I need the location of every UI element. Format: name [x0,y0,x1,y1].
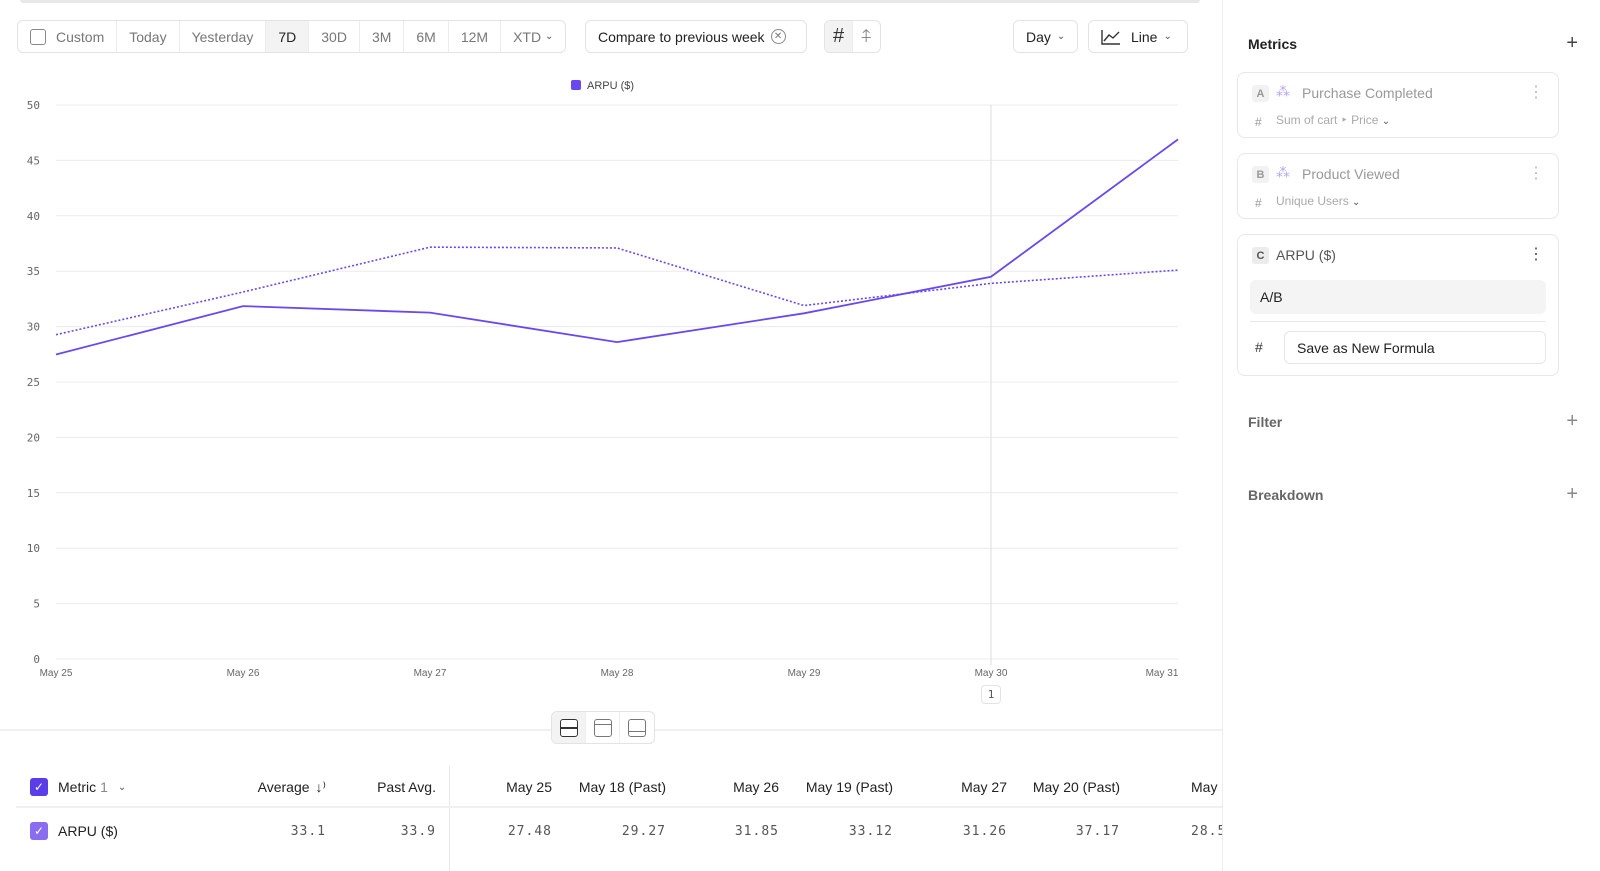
scroll-shadow [20,0,1200,3]
x-tick-label: May 31 [1146,668,1179,679]
formula-input[interactable]: A/B [1250,280,1546,314]
range-30d[interactable]: 30D [309,21,360,52]
metric-card-c[interactable]: C ARPU ($) ⋮ A/B # Save as New Formula [1237,234,1559,376]
layout-toggle [551,711,655,744]
range-today[interactable]: Today [117,21,180,52]
column-separator [449,766,450,871]
event-click-icon: ⁂ [1276,83,1290,99]
hash-icon: # [1255,196,1262,210]
hash-icon: # [1255,339,1263,355]
range-12m[interactable]: 12M [449,21,502,52]
chart-options-group: # ⍏ [824,20,881,53]
y-tick-label: 20 [27,431,40,444]
event-click-icon: ⁂ [1276,164,1290,180]
more-icon[interactable]: ⋮ [1528,165,1544,182]
sort-desc-icon[interactable]: ↓⁾ [315,778,326,795]
header-col[interactable]: May 27 [961,779,1007,795]
header-col[interactable]: May 25 [506,779,552,795]
header-average[interactable]: Average ↓⁾ [257,778,326,796]
legend-swatch [571,80,581,90]
range-custom[interactable]: Custom [18,21,118,52]
line-chart: 0 5 10 15 20 25 30 35 40 45 50 May 25 May 26 May 27 Ma… [27,80,1179,679]
hash-icon[interactable]: # [825,21,854,52]
y-tick-label: 5 [33,598,40,611]
metric-header[interactable]: ✓ Metric 1 ⌄ [30,766,126,808]
y-tick-label: 45 [27,154,40,167]
add-metric-icon[interactable]: + [1566,32,1578,54]
page-badge[interactable]: 1 [981,685,1001,704]
hash-icon: # [1255,115,1262,129]
row-checkbox[interactable]: ✓ [30,822,48,840]
breakdown-title: Breakdown [1248,487,1324,503]
header-col[interactable]: May 19 (Past) [805,779,893,795]
filter-title: Filter [1248,414,1283,430]
range-xtd[interactable]: XTD ⌄ [513,28,554,45]
table-header: ✓ Metric 1 ⌄ Average ↓⁾ Past Avg. May 25 M… [16,766,1222,808]
x-tick-label: May 27 [414,668,447,679]
chevron-down-icon: ⌄ [1352,197,1361,208]
calendar-icon [30,28,46,45]
split-view-icon[interactable] [552,712,586,743]
chevron-down-icon: ⌄ [117,781,127,793]
chart-only-view-icon[interactable] [586,712,620,743]
header-past-avg[interactable]: Past Avg. [377,779,436,795]
more-icon[interactable]: ⋮ [1528,84,1544,101]
aggregation-select[interactable]: Unique Users ⌄ [1276,194,1361,208]
sidebar: Metrics + A ⁂ Purchase Completed ⋮ # Sum… [1222,0,1600,871]
chevron-down-icon: ⌄ [1056,31,1066,42]
y-tick-label: 0 [33,653,40,666]
x-tick-label: May 26 [227,668,260,679]
header-col[interactable]: May 28 [1191,779,1222,795]
aggregation-select[interactable]: Sum of cart ‣ Price ⌄ [1276,113,1391,127]
x-tick-label: May 25 [40,668,73,679]
select-all-checkbox[interactable]: ✓ [30,778,48,796]
add-breakdown-icon[interactable]: + [1566,483,1578,505]
header-col[interactable]: May 20 (Past) [1032,779,1120,795]
y-tick-label: 30 [27,321,40,334]
metrics-title: Metrics [1248,36,1298,52]
range-6m[interactable]: 6M [404,21,449,52]
x-tick-label: May 29 [788,668,821,679]
add-filter-icon[interactable]: + [1566,410,1578,432]
chart-type-select[interactable]: Line ⌄ [1088,20,1188,53]
range-3m[interactable]: 3M [360,21,405,52]
table-only-view-icon[interactable] [620,712,654,743]
table-row: ✓ ARPU ($) 33.1 33.9 27.48 29.27 31.85 33… [16,810,1222,852]
range-yesterday[interactable]: Yesterday [180,21,267,52]
y-tick-label: 35 [27,265,40,278]
granularity-select[interactable]: Day ⌄ [1013,20,1079,53]
anomaly-icon[interactable]: ⍏ [861,26,872,46]
y-tick-label: 40 [27,210,40,223]
data-table: ✓ Metric 1 ⌄ Average ↓⁾ Past Avg. May 25 M… [16,766,1222,871]
legend-label: ARPU ($) [587,80,634,92]
x-tick-label: May 30 [975,668,1008,679]
chevron-down-icon: ⌄ [1381,116,1391,127]
metric-card-b[interactable]: B ⁂ Product Viewed ⋮ # Unique Users ⌄ [1237,153,1559,219]
more-icon[interactable]: ⋮ [1528,246,1544,263]
chevron-down-icon: ⌄ [544,31,554,42]
series-line [55,138,1179,356]
compare-button[interactable]: Compare to previous week ✕ [585,20,807,53]
y-tick-label: 25 [27,376,40,389]
y-tick-label: 15 [27,487,40,500]
header-col[interactable]: May 18 (Past) [578,779,666,795]
x-tick-label: May 28 [601,668,634,679]
comparison-series-line [55,246,1179,336]
range-7d[interactable]: 7D [266,21,310,52]
metric-card-a[interactable]: A ⁂ Purchase Completed ⋮ # Sum of cart ‣… [1237,72,1559,138]
save-formula-button[interactable]: Save as New Formula [1284,331,1546,364]
line-chart-icon [1101,29,1120,45]
divider [1250,321,1546,322]
y-tick-label: 50 [27,99,40,112]
clear-compare-icon[interactable]: ✕ [770,29,786,44]
chevron-down-icon: ⌄ [1163,31,1172,42]
y-tick-label: 10 [27,542,40,555]
date-range-group: Custom Today Yesterday 7D 30D 3M 6M 12M … [17,20,567,53]
header-col[interactable]: May 26 [733,779,779,795]
